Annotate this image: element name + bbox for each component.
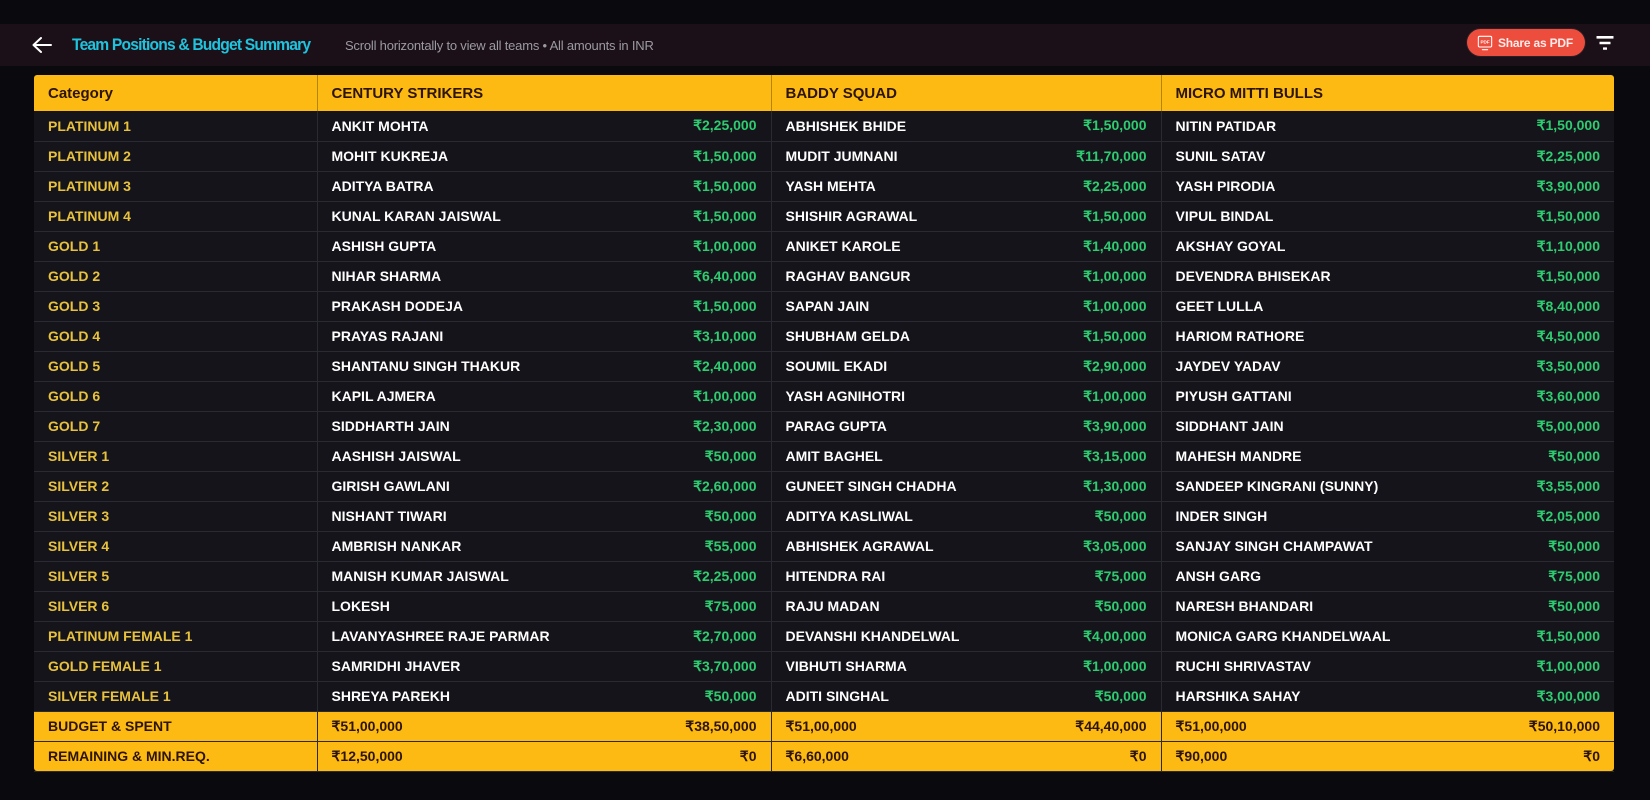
- svg-text:PDF: PDF: [1481, 39, 1490, 44]
